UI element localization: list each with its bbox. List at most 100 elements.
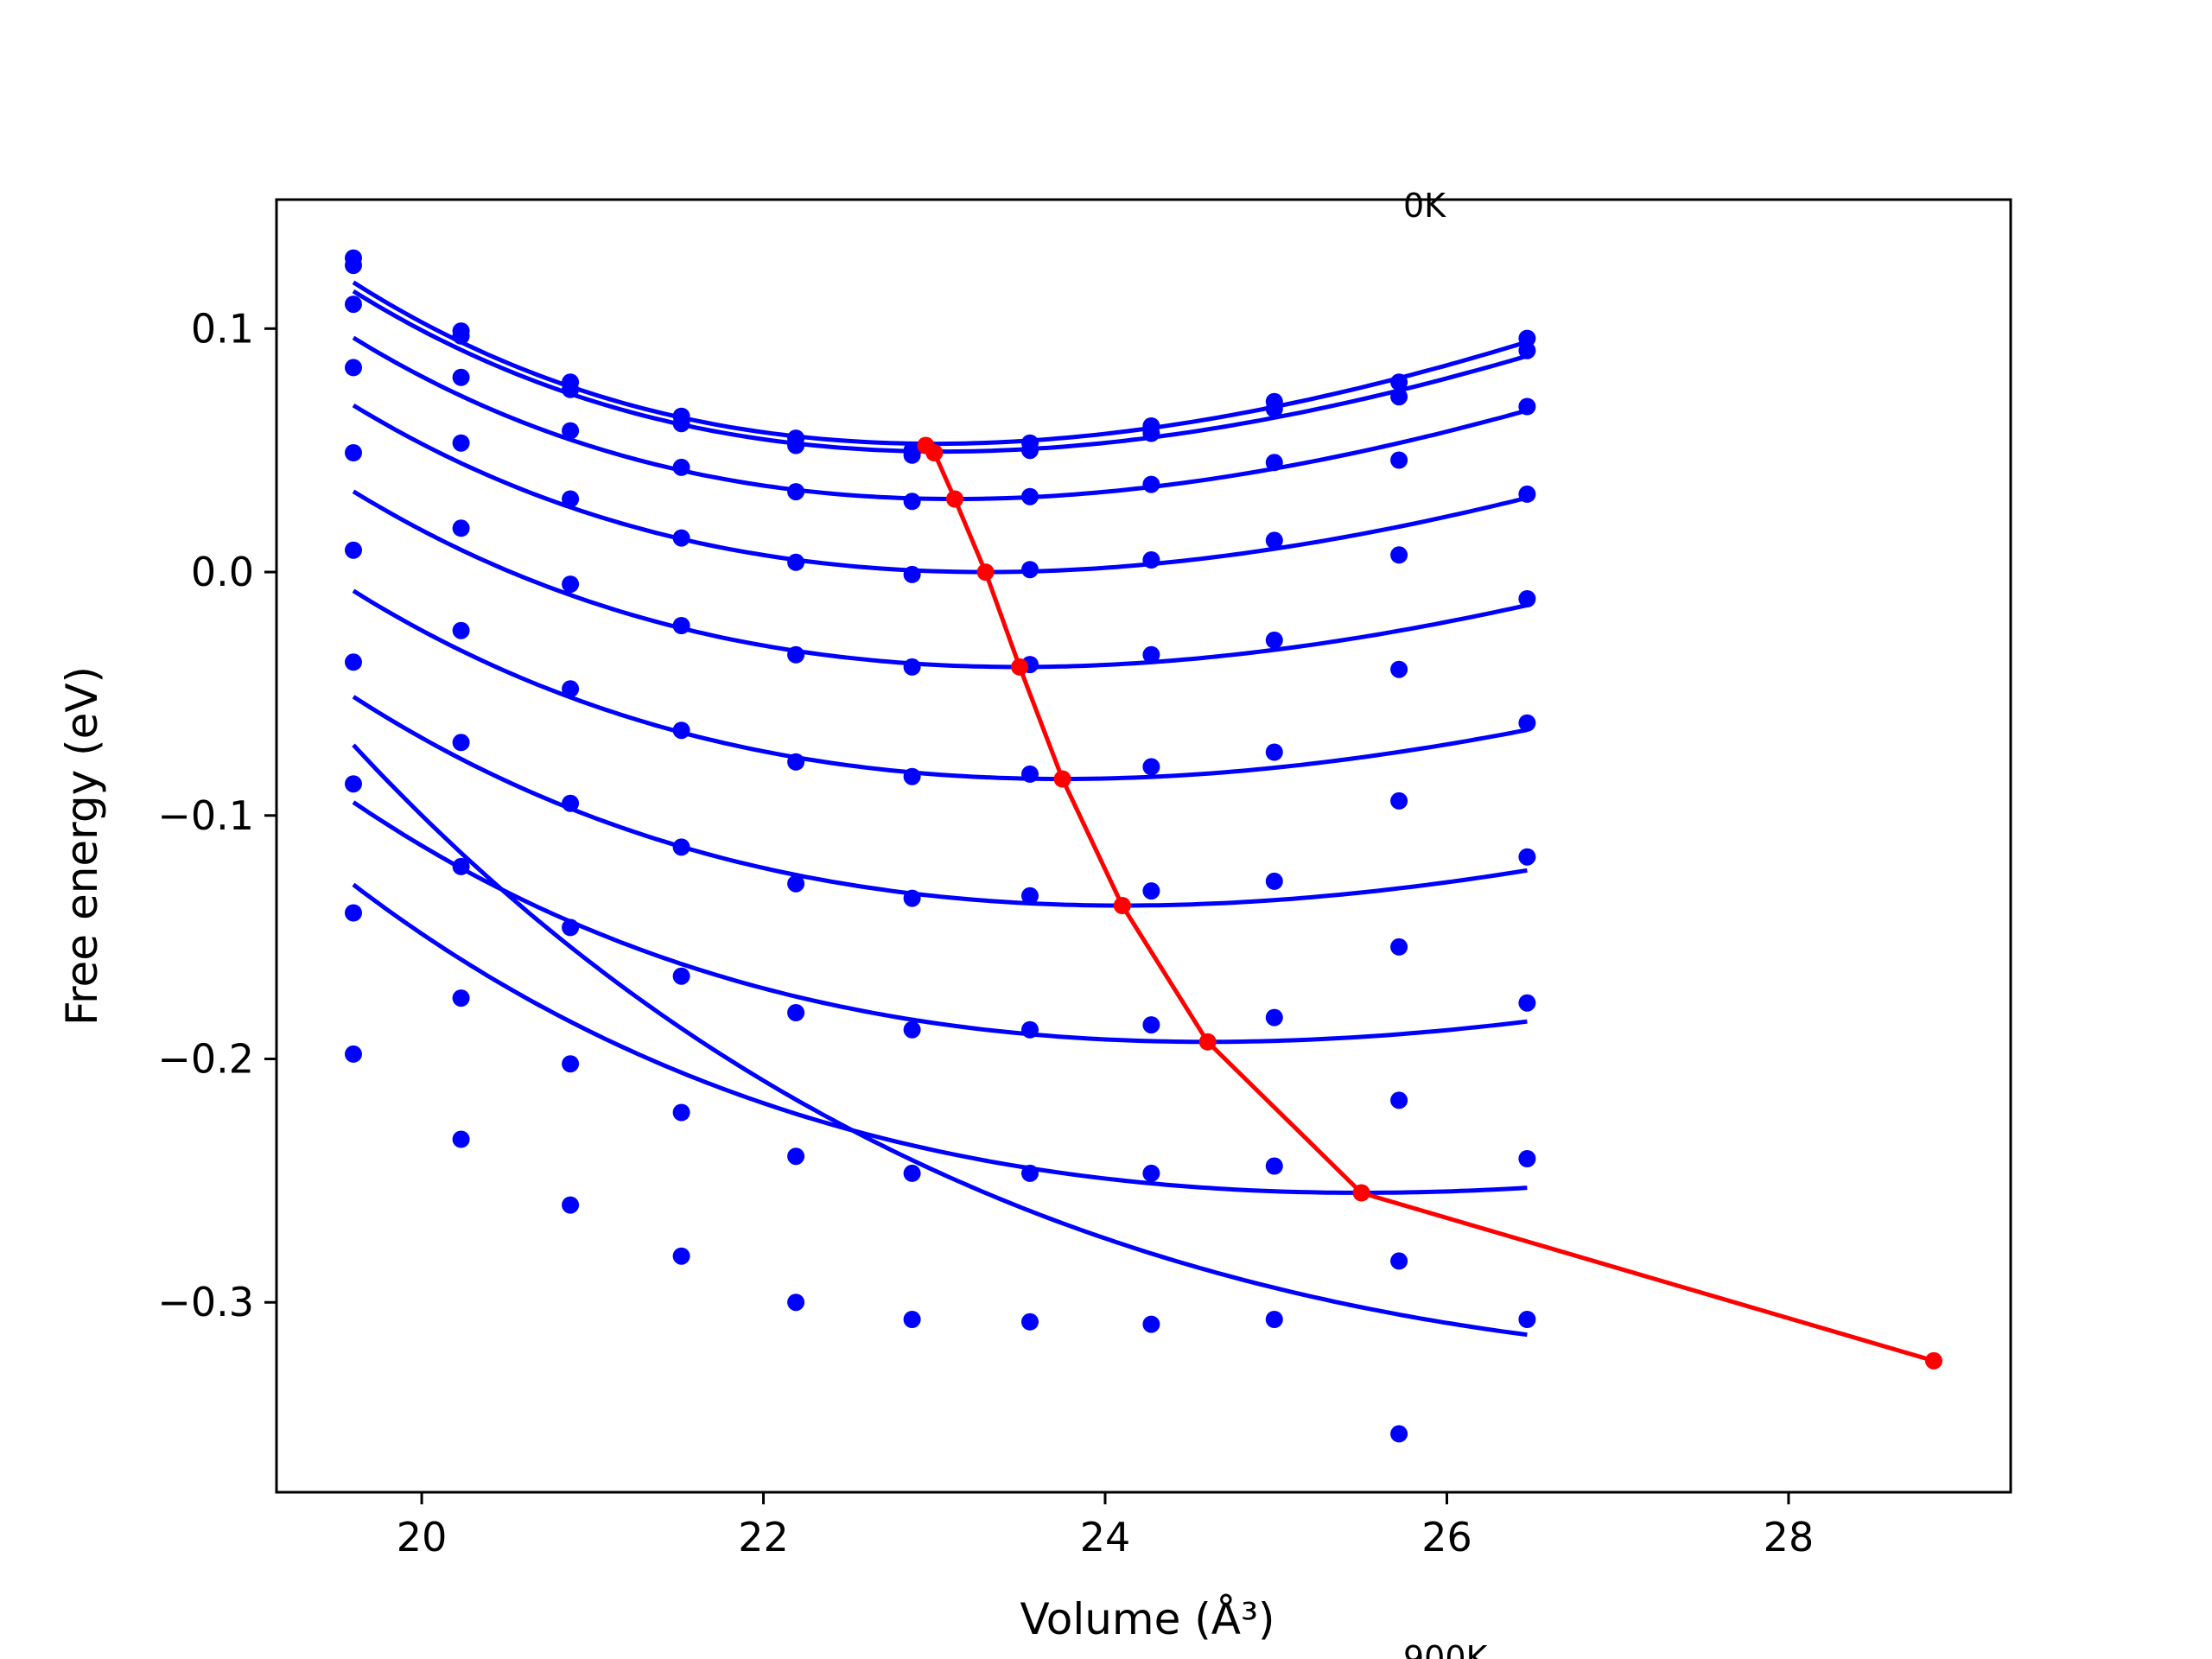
data-point-3-3 (672, 529, 690, 547)
minimum-point-1 (925, 444, 944, 461)
data-point-8-2 (562, 1055, 580, 1073)
data-point-1-3 (672, 415, 690, 433)
data-point-3-2 (562, 490, 580, 508)
fit-curve-4 (352, 489, 1528, 670)
data-point-8-8 (1265, 1157, 1283, 1175)
minimum-point-6 (1113, 897, 1131, 914)
data-point-7-8 (1265, 1008, 1283, 1027)
data-point-8-7 (1142, 1164, 1160, 1182)
data-point-8-9 (1390, 1252, 1408, 1270)
data-point-7-10 (1518, 994, 1536, 1012)
data-point-9-10 (1518, 1311, 1536, 1328)
fit-curve-6 (352, 695, 1528, 908)
data-point-1-1 (452, 327, 470, 345)
data-point-9-4 (787, 1294, 805, 1312)
data-point-6-4 (787, 874, 805, 893)
data-point-4-5 (903, 658, 921, 676)
data-point-6-8 (1265, 872, 1283, 890)
minimum-point-9 (1925, 1351, 1942, 1370)
data-points (345, 249, 1536, 1443)
data-point-2-7 (1142, 475, 1160, 493)
y-tick-label-2: −0.1 (157, 792, 254, 839)
data-point-3-0 (345, 359, 362, 377)
y-tick-label-0: −0.3 (157, 1279, 254, 1325)
data-point-1-7 (1142, 424, 1160, 442)
data-point-5-5 (903, 767, 921, 785)
data-point-2-5 (903, 493, 921, 511)
minimum-point-2 (946, 490, 963, 508)
data-point-4-9 (1390, 660, 1408, 678)
data-point-7-5 (903, 1020, 921, 1039)
data-point-9-2 (562, 1196, 580, 1214)
data-point-5-1 (452, 621, 470, 639)
data-point-7-7 (1142, 1016, 1160, 1034)
data-point-3-4 (787, 553, 805, 571)
data-point-8-5 (903, 1164, 921, 1182)
data-point-2-2 (562, 422, 580, 440)
data-point-2-0 (345, 296, 362, 314)
data-point-1-10 (1518, 341, 1536, 359)
data-point-2-8 (1265, 454, 1283, 472)
data-point-4-10 (1518, 590, 1536, 607)
data-point-7-9 (1390, 1091, 1408, 1109)
data-point-8-4 (787, 1147, 805, 1166)
data-point-4-4 (787, 645, 805, 664)
data-point-9-0 (345, 1045, 362, 1063)
data-point-0-9 (1390, 373, 1408, 391)
data-point-4-3 (672, 617, 690, 634)
data-point-5-10 (1518, 714, 1536, 732)
minimum-point-5 (1053, 770, 1071, 788)
data-point-2-4 (787, 483, 805, 501)
data-point-7-0 (345, 775, 362, 793)
data-point-3-9 (1390, 546, 1408, 564)
data-point-5-2 (562, 680, 580, 698)
x-tick-label-24: 24 (1080, 1514, 1131, 1560)
data-point-3-10 (1518, 485, 1536, 503)
data-point-4-1 (452, 519, 470, 537)
fit-curves (352, 280, 1529, 1338)
data-point-4-7 (1142, 645, 1160, 664)
data-point-1-9 (1390, 388, 1408, 406)
data-point-5-7 (1142, 758, 1160, 776)
data-point-4-8 (1265, 631, 1283, 649)
data-point-3-8 (1265, 531, 1283, 550)
x-tick-label-20: 20 (397, 1514, 448, 1560)
data-point-7-1 (452, 857, 470, 875)
data-point-2-10 (1518, 397, 1536, 416)
data-point-8-6 (1021, 1164, 1039, 1182)
data-point-4-2 (562, 575, 580, 594)
data-point-5-3 (672, 721, 690, 740)
data-point-1-5 (903, 446, 921, 464)
fit-curve-2 (352, 335, 1529, 501)
data-point-2-6 (1021, 487, 1039, 505)
data-point-1-6 (1021, 442, 1039, 460)
data-point-5-4 (787, 753, 805, 771)
fit-curve-8 (352, 882, 1528, 1195)
data-point-6-7 (1142, 882, 1160, 900)
data-point-7-4 (787, 1004, 805, 1021)
data-point-2-1 (452, 368, 470, 386)
x-tick-label-22: 22 (738, 1514, 789, 1560)
data-point-3-5 (903, 565, 921, 583)
data-point-9-5 (903, 1311, 921, 1328)
data-point-6-10 (1518, 848, 1536, 866)
x-axis-label: Volume (Å³) (1020, 1594, 1274, 1644)
data-point-9-1 (452, 1130, 470, 1148)
data-point-3-7 (1142, 551, 1160, 569)
data-point-9-8 (1265, 1311, 1283, 1328)
data-point-6-6 (1021, 887, 1039, 905)
data-point-1-2 (562, 380, 580, 398)
data-point-7-3 (672, 967, 690, 985)
data-point-2-9 (1390, 451, 1408, 469)
data-point-6-1 (452, 734, 470, 752)
data-point-7-6 (1021, 1020, 1039, 1039)
data-point-6-2 (562, 794, 580, 812)
data-point-3-1 (452, 434, 470, 452)
data-point-5-9 (1390, 791, 1408, 810)
data-point-6-5 (903, 889, 921, 907)
data-point-3-6 (1021, 561, 1039, 579)
data-point-5-0 (345, 541, 362, 559)
data-point-6-0 (345, 653, 362, 671)
data-point-5-8 (1265, 743, 1283, 761)
